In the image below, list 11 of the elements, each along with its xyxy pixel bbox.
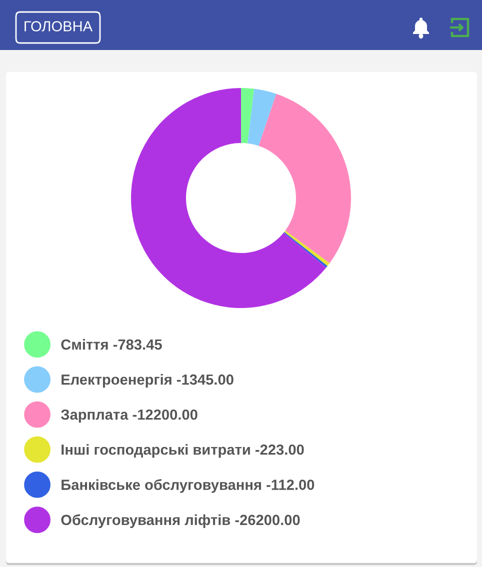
legend-label: Зарплата -12200.00 <box>60 409 198 423</box>
legend-label: Сміття -783.45 <box>61 339 162 350</box>
text: ГОЛОВНА <box>24 21 93 32</box>
legend-label: Електроенергія -1345.00 <box>62 374 234 388</box>
donut-slice <box>258 94 351 264</box>
legend-label: Інші господарські витрати -223.00 <box>62 444 304 458</box>
legend-label: Обслуговування ліфтів -26200.00 <box>61 514 300 528</box>
donut-slice <box>131 88 326 308</box>
legend-label: Банківське обслуговування -112.00 <box>62 479 314 493</box>
donut-slice <box>241 88 254 144</box>
donut-slice <box>248 88 276 146</box>
